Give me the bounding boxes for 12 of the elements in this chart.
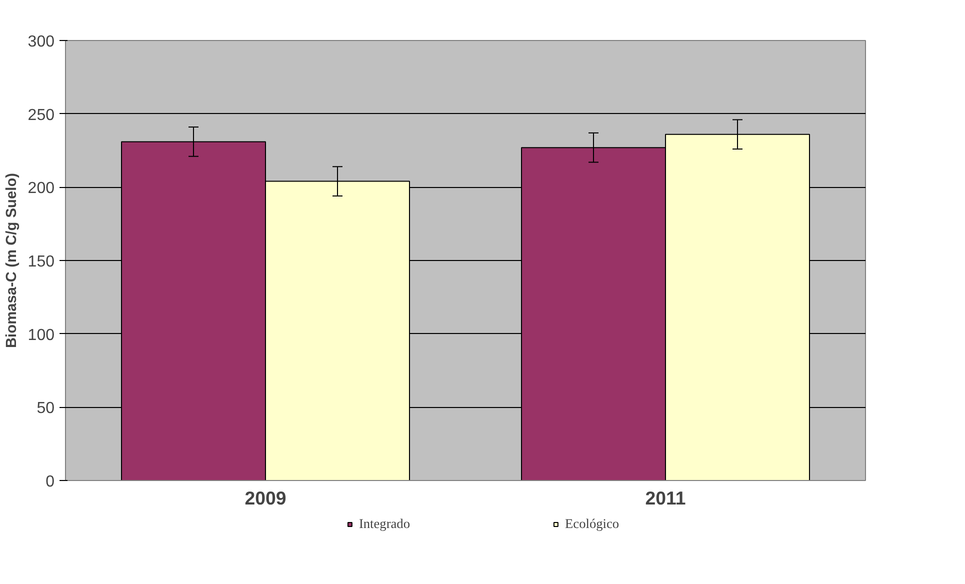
legend-label: Ecológico <box>565 516 620 532</box>
y-tick-label: 50 <box>36 400 55 418</box>
x-tick-label: 2009 <box>244 488 286 508</box>
y-tick-label: 100 <box>28 326 55 344</box>
y-tick-label: 250 <box>28 106 55 124</box>
legend-label: Integrado <box>358 516 410 532</box>
x-tick-label: 2011 <box>645 488 686 508</box>
y-tick-label: 300 <box>28 34 55 50</box>
y-tick-label: 200 <box>28 180 55 198</box>
y-tick-label: 150 <box>28 254 55 270</box>
y-tick-label: 0 <box>46 474 55 490</box>
y-axis-title: Biomasa-C (m C/g Suelo) <box>4 172 20 348</box>
